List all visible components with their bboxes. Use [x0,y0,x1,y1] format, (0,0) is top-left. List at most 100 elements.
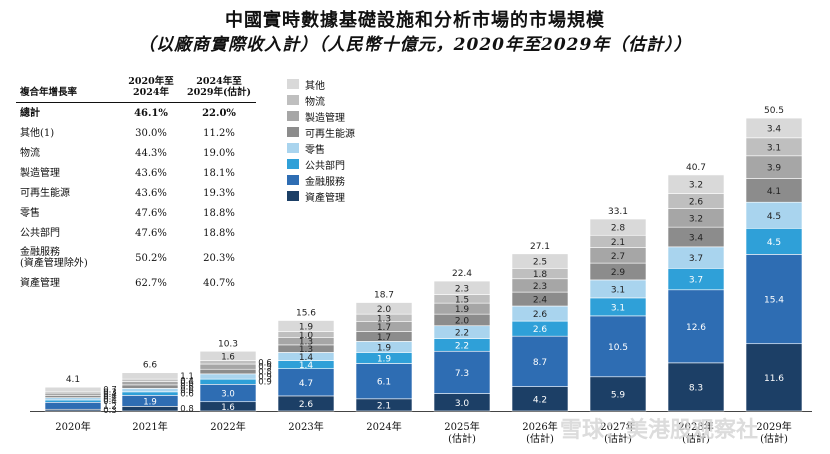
cagr-2024-2029-value: 11.2% [203,127,235,139]
segment-value-label: 4.2 [533,395,547,405]
cagr-header-2024-2029-text: 2024年至 2029年(估計) [187,76,251,98]
legend-swatch [287,159,299,169]
bar-total-label: 50.5 [764,106,784,116]
bar-total-label: 22.4 [452,269,472,279]
segment-value-label: 2.1 [377,401,391,411]
segment-value-label: 15.4 [764,296,784,306]
cagr-header-label: 複合年增長率 [16,76,120,103]
bar-total-label: 18.7 [374,291,394,301]
segment-value-label: 3.4 [689,234,704,244]
cagr-row: 總計 46.1% 22.0% [16,103,256,124]
bar-segment [589,376,647,412]
segment-value-label: 1.4 [299,353,314,363]
segment-value-label: 2.6 [533,325,548,335]
segment-value-label: 0.4 [103,397,117,407]
bar-segment [199,368,257,375]
segment-value-label: 0.9 [258,372,272,382]
segment-value-label: 0.4 [180,376,194,386]
bar-segment [121,384,179,389]
bar-segment [121,372,179,380]
segment-value-label: 0.8 [180,405,194,415]
legend-item: 製造管理 [287,108,355,124]
cagr-2024-2029-value: 22.0% [202,107,236,119]
cagr-header-2024-2029: 2024年至 2029年(估計) [182,76,256,103]
segment-value-label: 2.0 [377,305,392,315]
x-tick-label: 2024年 [366,420,401,433]
segment-value-label: 10.5 [608,343,628,353]
cagr-2024-2029-value: 18.8% [203,207,235,219]
segment-value-label: 1.9 [299,323,314,333]
segment-value-label: 6.1 [377,378,391,388]
legend-swatch [287,127,299,137]
legend-swatch [287,95,299,105]
cagr-2024-2029-value: 20.3% [203,252,235,264]
legend-item: 資產管理 [287,188,355,204]
cagr-row: 公共部門 47.6% 18.8% [16,223,256,243]
segment-value-label: 2.3 [533,282,547,292]
segment-value-label: 1.3 [377,314,391,324]
segment-value-label: 0.8 [258,368,272,378]
segment-value-label: 3.1 [611,303,625,313]
segment-value-label: 2.7 [611,252,625,262]
segment-value-label: 4.1 [767,187,781,197]
segment-value-label: 5.9 [611,390,626,400]
segment-value-label: 2.6 [689,198,704,208]
cagr-header-2020-2024-text: 2020年至 2024年 [128,76,174,98]
segment-value-label: 1.2 [103,402,117,412]
segment-value-label: 1.3 [299,338,313,348]
cagr-2020-2024-value: 30.0% [135,127,167,139]
cagr-2024-2029-value: 18.8% [203,227,235,239]
bar-segment [44,397,102,401]
legend-label: 公共部門 [305,160,345,172]
legend-label: 製造管理 [305,112,345,124]
x-tick-label: 2027年 [600,420,635,433]
segment-value-label: 3.0 [455,399,470,409]
segment-value-label: 1.0 [299,331,314,341]
x-tick-label: 2021年 [132,420,167,433]
x-tick-label: 2020年 [55,420,90,433]
bar-segment [121,388,179,393]
x-tick-label: 2028年 [678,420,713,433]
segment-value-label: 11.6 [764,374,784,384]
cagr-2024-2029-value: 19.0% [203,147,235,159]
segment-value-label: 3.7 [689,276,703,286]
x-tick-label: (估計) [682,432,710,445]
segment-value-label: 1.6 [221,403,235,413]
cagr-2020-2024-value: 43.6% [135,167,167,179]
cagr-row-label: 金融服務 (資產管理除外) [20,247,88,269]
segment-value-label: 12.6 [686,323,706,333]
cagr-row-label: 零售 [20,207,40,219]
bar-segment [44,395,102,398]
segment-value-label: 0.3 [103,388,117,398]
legend-item: 公共部門 [287,156,355,172]
segment-value-label: 0.4 [103,390,117,400]
cagr-row-label: 公共部門 [20,227,60,239]
bar-total-label: 6.6 [143,361,158,371]
cagr-2020-2024-value: 44.3% [135,147,167,159]
bar-segment [511,386,569,412]
cagr-row-label: 其他(1) [20,127,55,139]
segment-value-label: 1.9 [377,343,392,353]
x-tick-label: (估計) [604,432,632,445]
segment-value-label: 2.9 [611,268,626,278]
cagr-row: 製造管理 43.6% 18.1% [16,163,256,183]
segment-value-label: 1.4 [299,361,314,371]
bar-segment [277,368,335,397]
segment-value-label: 0.7 [103,385,117,395]
cagr-2024-2029-value: 18.1% [203,167,235,179]
legend-item: 金融服務 [287,172,355,188]
bar-segment [355,302,413,315]
x-tick-label: 2023年 [288,420,323,433]
cagr-row: 資產管理 62.7% 40.7% [16,273,256,293]
bar-segment [511,253,569,269]
segment-value-label: 0.6 [258,358,272,368]
cagr-row: 金融服務 (資產管理除外) 50.2% 20.3% [16,243,256,273]
legend-label: 其他 [305,80,325,92]
legend-label: 金融服務 [305,176,345,188]
legend: 其他 物流 製造管理 可再生能源 零售 公共部門 金融服務 資產管理 [287,76,355,204]
x-tick-label: (估計) [448,432,476,445]
cagr-row-label: 可再生能源 [20,187,70,199]
segment-value-label: 1.1 [180,372,194,382]
segment-value-label: 1.8 [533,270,548,280]
cagr-row-label: 製造管理 [20,167,60,179]
